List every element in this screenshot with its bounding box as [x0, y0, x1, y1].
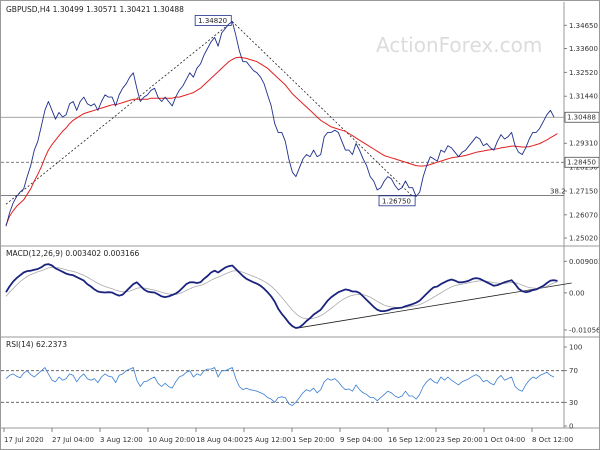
panel-header: GBPUSD,H4 1.30499 1.30571 1.30421 1.3048…: [6, 5, 184, 14]
y-tick-label: 30: [569, 399, 578, 407]
annotation-label: 1.34820: [198, 17, 227, 25]
y-tick-label: 1.29310: [569, 140, 598, 148]
panel-header: MACD(12,26,9) 0.003402 0.003166: [6, 249, 140, 258]
y-tick-label: 1.28230: [569, 164, 598, 172]
price-panel: GBPUSD,H4 1.30499 1.30571 1.30421 1.3048…: [1, 2, 600, 247]
y-tick-label: 1.33600: [569, 45, 598, 53]
x-tick-label: 23 Sep 20:00: [436, 436, 483, 444]
trendline: [295, 282, 572, 329]
y-tick-label: 70: [569, 367, 578, 375]
trendline: [5, 21, 233, 205]
x-axis: 17 Jul 2020 27 Jul 04:00 3 Aug 12:00 10 Aug…: [3, 428, 573, 444]
x-tick-label: 3 Aug 12:00: [100, 436, 143, 444]
y-tick-label: 0.009003: [569, 258, 600, 266]
annotation-box: [194, 15, 232, 26]
x-tick-label: 9 Sep 04:00: [340, 436, 382, 444]
fib-level-label: 38.2: [550, 187, 566, 195]
annotation-box: [378, 195, 416, 207]
panel-header: RSI(14) 62.2373: [6, 340, 67, 349]
y-tick-label: 1.31440: [569, 93, 598, 101]
x-tick-label: 18 Aug 04:00: [196, 436, 243, 444]
x-tick-label: 1 Oct 04:00: [484, 436, 525, 444]
trendline: [231, 21, 417, 201]
y-tick-label: 1.32520: [569, 69, 598, 77]
x-tick-label: 27 Jul 04:00: [52, 436, 94, 444]
price-label: 1.28450: [567, 159, 596, 167]
series-line-0: [5, 263, 558, 329]
y-tick-label: 1.27150: [569, 187, 598, 195]
macd-panel: MACD(12,26,9) 0.003402 0.003166 0.009003 0…: [1, 246, 600, 338]
y-tick-label: -0.010566: [569, 326, 600, 334]
rsi-panel: RSI(14) 62.2373 100 70 30 0: [1, 337, 600, 431]
series-line-1: [5, 56, 558, 226]
series-line-1: [5, 266, 558, 320]
watermark-text: ActionForex.com: [376, 33, 542, 57]
x-tick-label: 1 Sep 20:00: [292, 436, 334, 444]
annotation-label: 1.26750: [382, 197, 411, 205]
series-line-0: [5, 367, 555, 406]
price-label: 1.30488: [567, 114, 596, 122]
x-tick-label: 25 Aug 12:00: [244, 436, 291, 444]
x-tick-label: 8 Oct 12:00: [532, 436, 573, 444]
x-tick-label: 16 Sep 12:00: [388, 436, 435, 444]
y-tick-label: 1.26070: [569, 211, 598, 219]
y-tick-label: 0.00: [569, 289, 585, 297]
series-line-0: [5, 21, 555, 227]
y-tick-label: 1.34650: [569, 22, 598, 30]
y-tick-label: 1.25020: [569, 235, 598, 243]
y-tick-label: 100: [569, 344, 582, 352]
y-tick-label: 0: [569, 423, 573, 431]
x-tick-label: 17 Jul 2020: [4, 436, 44, 444]
x-tick-label: 10 Aug 20:00: [148, 436, 195, 444]
